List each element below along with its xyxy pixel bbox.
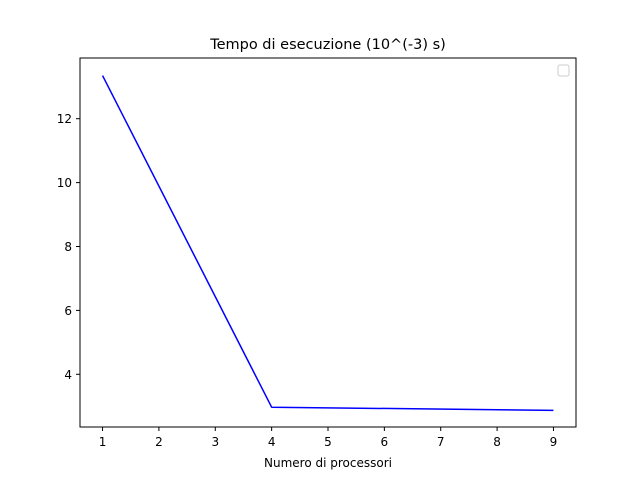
x-axis: 1 2 3 4 5 6 7 8 9 (99, 427, 558, 449)
x-tick-label: 1 (99, 435, 107, 449)
x-tick-label: 9 (550, 435, 558, 449)
y-tick-label: 8 (64, 240, 72, 254)
x-tick-label: 2 (155, 435, 163, 449)
x-tick-label: 8 (493, 435, 501, 449)
x-tick-label: 3 (211, 435, 219, 449)
y-tick-label: 6 (64, 304, 72, 318)
y-tick-label: 10 (57, 176, 72, 190)
x-tick-label: 4 (268, 435, 276, 449)
x-axis-label: Numero di processori (264, 456, 392, 470)
y-tick-label: 4 (64, 368, 72, 382)
x-tick-label: 6 (381, 435, 389, 449)
x-tick-label: 5 (324, 435, 332, 449)
y-axis: 4 6 8 10 12 (57, 112, 80, 382)
legend-box[interactable] (557, 64, 570, 77)
x-tick-label: 7 (437, 435, 445, 449)
y-tick-label: 12 (57, 112, 72, 126)
chart-title: Tempo di esecuzione (10^(-3) s) (209, 37, 446, 53)
series-layer (101, 75, 554, 412)
